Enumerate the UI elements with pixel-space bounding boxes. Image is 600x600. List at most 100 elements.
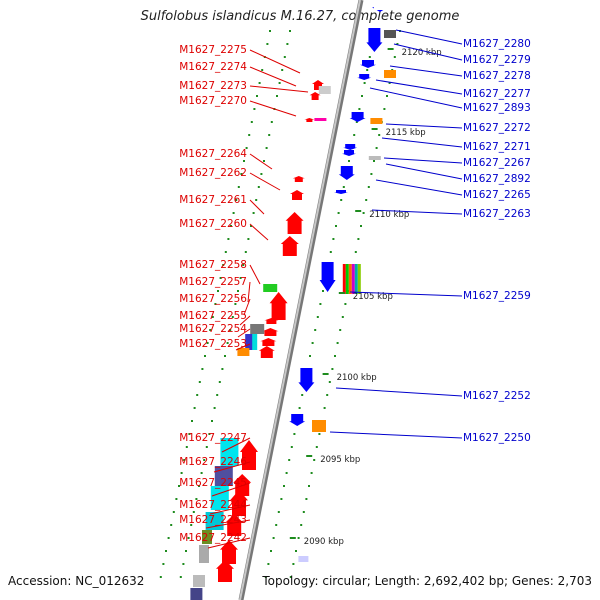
gene-label: M1627_2260 — [179, 218, 247, 230]
leader-line — [213, 461, 251, 473]
track-dot — [358, 108, 361, 110]
scale-tick — [371, 128, 378, 130]
gene-arrow — [366, 28, 383, 52]
track-dot — [357, 238, 360, 240]
track-dot — [336, 342, 339, 344]
track-dot — [204, 355, 206, 357]
track-dot — [237, 186, 240, 188]
track-dot — [162, 563, 165, 565]
scale-label: 2120 kbp — [402, 48, 442, 58]
track-dot — [180, 472, 183, 474]
leader-line — [209, 504, 251, 515]
gene-label: M1627_2247 — [179, 432, 247, 444]
track-dot — [231, 316, 234, 318]
scale-label: 2115 kbp — [386, 128, 426, 138]
gene-label: M1627_2246 — [179, 456, 247, 468]
leader-line — [381, 137, 463, 148]
track-dot — [311, 342, 314, 344]
scale-labels: 2120 kbp 2115 kbp 2110 kbp 2105 kbp 2100 kbp… — [289, 48, 442, 547]
gene-arrow — [338, 166, 355, 180]
track-dot — [280, 498, 283, 500]
genome-stats-label: Topology: circular; Length: 2,692,402 bp… — [262, 574, 592, 588]
gene-block — [245, 334, 254, 350]
track-dot — [313, 459, 316, 461]
track-dot — [175, 498, 178, 500]
leader-line — [221, 437, 251, 453]
gene-arrow — [264, 318, 279, 324]
leader-line — [249, 199, 265, 215]
gene-block — [342, 264, 346, 294]
track-dot — [363, 82, 366, 84]
track-dot — [310, 472, 313, 474]
gene-arrow — [343, 144, 358, 150]
gene-label: M1627_2253 — [179, 338, 247, 350]
track-dot — [208, 433, 211, 435]
track-dot — [190, 524, 193, 526]
gene-label: M1627_2278 — [463, 70, 531, 82]
gene-label: M1627_2256 — [179, 293, 247, 305]
track-dot — [195, 498, 198, 500]
track-dot — [353, 134, 356, 136]
gene-arrow — [269, 292, 288, 320]
gene-arrow — [262, 328, 279, 336]
gene-block — [202, 530, 212, 544]
leader-line — [207, 537, 251, 549]
track-dot — [235, 199, 238, 201]
track-dot — [329, 251, 332, 253]
track-dot — [244, 251, 247, 253]
gene-block — [312, 420, 326, 432]
track-dot — [232, 212, 235, 214]
gene-label: M1627_2252 — [463, 390, 531, 402]
label-leader-lines — [205, 29, 463, 549]
backbone-highlight — [239, 0, 361, 600]
track-dot — [332, 238, 335, 240]
track-dot — [339, 329, 342, 331]
gene-arrow — [285, 212, 304, 234]
track-dot — [256, 95, 258, 97]
leader-line — [249, 49, 301, 74]
gene-label: M1627_2242 — [179, 532, 247, 544]
scale-label: 2105 kbp — [353, 292, 393, 302]
track-dot — [286, 43, 289, 45]
track-dot — [219, 277, 222, 279]
track-dot — [322, 290, 324, 292]
track-dot — [275, 524, 278, 526]
track-dot — [298, 407, 301, 409]
track-dot — [368, 56, 371, 58]
leader-line — [205, 519, 251, 529]
track-dot — [272, 537, 275, 539]
track-dot — [378, 134, 381, 136]
track-dot — [334, 355, 336, 357]
gene-arrow — [349, 112, 366, 122]
track-dot — [365, 199, 368, 201]
gene-label: M1627_2262 — [179, 167, 247, 179]
gene-label: M1627_2277 — [463, 88, 531, 100]
leader-line — [395, 29, 463, 45]
leader-line — [249, 100, 297, 117]
track-dot — [179, 576, 182, 578]
track-dot — [270, 121, 273, 123]
track-dot — [253, 108, 256, 110]
gene-arrow — [292, 176, 305, 182]
leader-line — [237, 328, 251, 338]
track-dot — [308, 485, 310, 487]
track-dot — [165, 550, 167, 552]
track-dot — [277, 511, 280, 513]
gene-arrow — [298, 368, 315, 392]
leader-line — [393, 43, 463, 61]
scale-tick — [289, 537, 296, 539]
track-dot — [247, 238, 250, 240]
gene-label: M1627_2245 — [179, 477, 247, 489]
gene-arrow — [342, 150, 356, 156]
track-dot — [167, 537, 170, 539]
gene-block — [263, 284, 278, 292]
track-dot — [318, 433, 321, 435]
track-dot — [192, 511, 195, 513]
gene-arrow — [240, 440, 258, 470]
track-dot — [281, 69, 284, 71]
gene-arrow — [319, 262, 336, 292]
track-dot — [289, 576, 292, 578]
gene-block — [370, 118, 383, 124]
track-dot — [258, 82, 261, 84]
